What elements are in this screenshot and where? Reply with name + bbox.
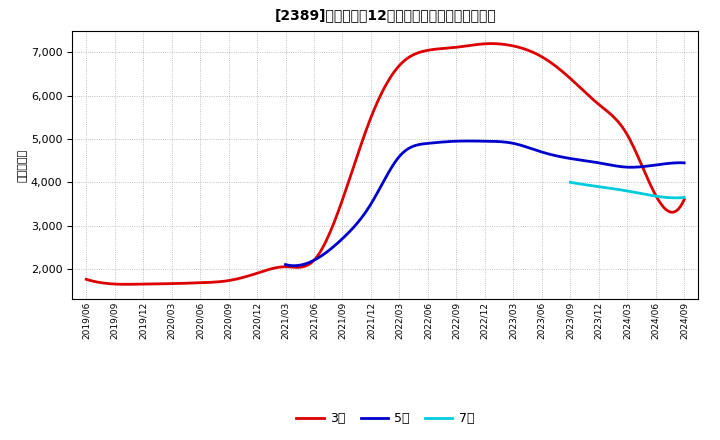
Line: 7年: 7年 — [570, 182, 684, 198]
Line: 3年: 3年 — [86, 44, 684, 284]
5年 — [620, 164, 629, 169]
7年 — [634, 191, 642, 196]
5年 — [464, 138, 472, 143]
5年 — [645, 163, 654, 169]
3年 — [84, 277, 93, 282]
Y-axis label: （百万円）: （百万円） — [18, 148, 28, 182]
3年 — [590, 98, 598, 103]
5年 — [680, 160, 688, 165]
3年 — [450, 45, 459, 50]
7年 — [634, 191, 642, 196]
Line: 5年: 5年 — [286, 141, 684, 266]
Legend: 3年, 5年, 7年: 3年, 5年, 7年 — [292, 407, 479, 430]
3年 — [438, 46, 446, 51]
7年 — [680, 195, 688, 200]
7年 — [636, 191, 644, 196]
3年 — [680, 197, 688, 202]
Title: [2389]　経常利益12か月移動合計の平均値の推移: [2389] 経常利益12か月移動合計の平均値の推移 — [274, 9, 496, 23]
7年 — [566, 180, 575, 185]
7年 — [672, 195, 680, 201]
5年 — [521, 144, 530, 149]
3年 — [440, 46, 449, 51]
5年 — [289, 263, 298, 268]
5年 — [528, 146, 536, 151]
3年 — [122, 282, 130, 287]
7年 — [662, 195, 670, 200]
7年 — [669, 195, 678, 201]
5年 — [282, 262, 291, 268]
5年 — [520, 143, 528, 149]
3年 — [486, 41, 495, 46]
5年 — [282, 262, 290, 267]
7年 — [567, 180, 575, 185]
3年 — [82, 277, 91, 282]
3年 — [628, 142, 636, 147]
